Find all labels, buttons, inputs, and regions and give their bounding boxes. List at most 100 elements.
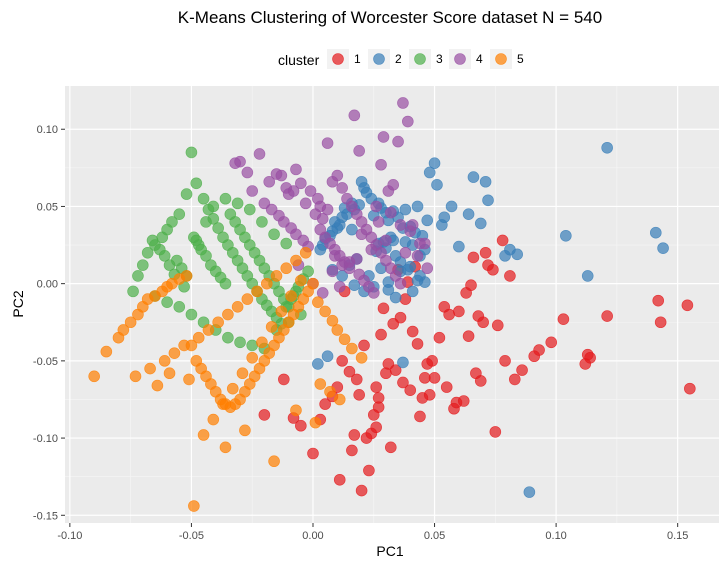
point-cluster-5 [207,413,220,426]
point-cluster-3 [200,216,212,228]
point-cluster-2 [348,279,361,291]
point-cluster-4 [316,287,329,299]
point-cluster-3 [163,259,176,271]
point-cluster-5 [151,379,164,392]
point-cluster-1 [516,364,528,376]
point-cluster-1 [406,325,419,338]
point-cluster-2 [312,358,324,370]
point-cluster-1 [652,294,665,307]
point-cluster-3 [136,259,149,271]
point-cluster-3 [180,188,193,200]
point-cluster-4 [241,166,254,179]
point-cluster-5 [295,274,307,287]
point-cluster-4 [329,250,341,262]
point-cluster-4 [394,219,407,231]
x-tick-label: 0.00 [302,530,323,542]
point-cluster-4 [399,246,412,259]
point-cluster-2 [499,250,511,262]
point-cluster-2 [479,175,492,188]
point-cluster-4 [343,256,356,268]
point-cluster-1 [654,316,667,329]
x-axis-title: PC1 [376,543,403,559]
point-cluster-1 [545,336,558,349]
point-cluster-1 [472,310,485,322]
point-cluster-3 [246,339,259,352]
point-cluster-5 [222,308,234,321]
point-cluster-4 [299,197,312,210]
point-cluster-1 [384,441,397,454]
point-cluster-1 [377,302,390,315]
point-cluster-5 [217,398,229,410]
point-cluster-3 [190,177,203,190]
legend-label-5: 5 [517,52,524,66]
point-cluster-1 [370,381,382,393]
point-cluster-2 [397,356,409,369]
point-cluster-2 [601,141,613,154]
point-cluster-4 [287,185,300,197]
point-cluster-5 [355,351,368,364]
point-cluster-5 [180,270,193,282]
point-cluster-5 [219,441,232,454]
point-cluster-2 [421,214,434,227]
point-cluster-3 [132,270,144,282]
point-cluster-1 [684,382,696,395]
point-cluster-4 [387,179,400,191]
point-cluster-5 [231,301,244,313]
point-cluster-3 [141,246,154,259]
point-cluster-4 [397,97,409,109]
point-cluster-1 [487,263,499,276]
point-cluster-1 [416,392,429,404]
point-cluster-5 [178,339,190,352]
point-cluster-1 [557,313,570,325]
point-cluster-4 [375,158,387,171]
x-axis: -0.10 -0.05 0.00 0.05 0.10 0.15 [57,523,688,542]
point-cluster-3 [234,336,246,349]
point-cluster-1 [307,447,319,460]
point-cluster-5 [251,285,263,298]
point-cluster-2 [423,166,436,179]
point-cluster-1 [453,305,465,318]
point-cluster-4 [326,265,339,278]
point-cluster-5 [158,355,171,367]
point-cluster-3 [219,192,232,205]
point-cluster-4 [367,287,380,299]
legend-swatch-5 [495,53,507,65]
point-cluster-1 [397,376,409,389]
point-cluster-4 [384,206,397,219]
point-cluster-1 [428,372,441,384]
point-cluster-1 [375,328,387,341]
point-cluster-4 [290,163,302,176]
point-cluster-5 [246,351,259,364]
point-cluster-4 [394,277,407,290]
point-cluster-4 [370,200,382,213]
legend-label-3: 3 [436,52,443,66]
point-cluster-2 [482,194,494,207]
y-axis: 0.10 0.05 0.00 -0.05 -0.10 -0.15 [33,124,65,522]
point-cluster-3 [256,216,268,228]
point-cluster-4 [321,137,334,149]
point-cluster-4 [263,175,276,188]
point-cluster-2 [406,285,419,298]
point-cluster-3 [158,250,171,262]
point-cluster-5 [124,316,137,329]
point-cluster-1 [450,396,463,409]
point-cluster-4 [314,223,327,236]
point-cluster-1 [319,398,331,410]
point-cluster-5 [314,378,327,390]
x-tick-label: 0.05 [424,530,445,542]
point-cluster-2 [382,284,395,296]
point-cluster-1 [433,331,446,344]
point-cluster-5 [117,324,130,336]
point-cluster-3 [146,234,159,247]
point-cluster-4 [402,115,414,128]
point-cluster-1 [353,389,365,401]
point-cluster-2 [436,219,448,231]
point-cluster-1 [346,444,358,457]
point-cluster-5 [290,254,302,267]
point-cluster-4 [316,212,329,225]
point-cluster-5 [280,262,293,275]
point-cluster-3 [219,277,232,290]
point-cluster-1 [363,464,375,477]
point-cluster-1 [462,330,475,342]
